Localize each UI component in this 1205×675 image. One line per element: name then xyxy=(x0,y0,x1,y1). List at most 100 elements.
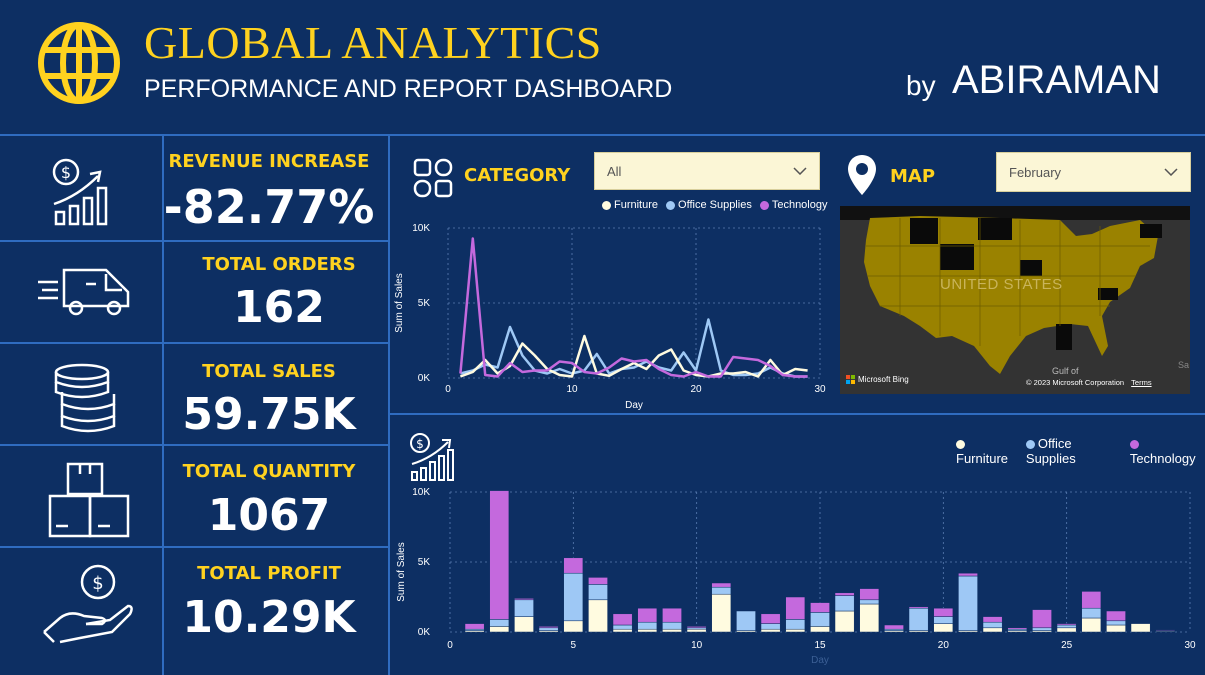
x-tick-label: 10 xyxy=(566,384,578,395)
legend-furniture: Furniture xyxy=(602,199,658,211)
map-view[interactable]: UNITED STATES Gulf of Sa Microsoft Bing … xyxy=(840,206,1190,394)
bar-segment-furniture[interactable] xyxy=(612,628,633,633)
bar-segment-technology[interactable] xyxy=(514,598,534,601)
legend-technology: Technology xyxy=(759,199,828,211)
bar-segment-technology[interactable] xyxy=(1106,610,1126,622)
bar-segment-office-supplies[interactable] xyxy=(760,623,781,630)
bar-segment-technology[interactable] xyxy=(662,607,682,623)
bar-segment-furniture[interactable] xyxy=(982,627,1003,633)
bar-segment-technology[interactable] xyxy=(982,616,1003,623)
svg-text:$: $ xyxy=(416,437,424,451)
bar-segment-technology[interactable] xyxy=(958,572,978,577)
bar-segment-technology[interactable] xyxy=(1007,627,1028,630)
month-dropdown[interactable]: February xyxy=(996,152,1191,192)
category-dropdown[interactable]: All xyxy=(594,152,820,190)
bar-segment-furniture[interactable] xyxy=(514,616,534,633)
x-axis-label: Day xyxy=(811,655,829,666)
bar-segment-furniture[interactable] xyxy=(1081,617,1102,633)
bar-segment-technology[interactable] xyxy=(760,613,781,624)
y-axis-label: Sum of Sales xyxy=(394,273,405,332)
legend-label: Furniture xyxy=(956,451,1009,466)
svg-text:$: $ xyxy=(92,573,103,594)
bar-segment-office-supplies[interactable] xyxy=(958,575,978,631)
bar-segment-furniture[interactable] xyxy=(637,628,658,633)
bar-segment-technology[interactable] xyxy=(859,588,880,601)
y-axis-label: Sum of Sales xyxy=(396,542,407,601)
bar-segment-furniture[interactable] xyxy=(933,623,954,633)
legend-label: Technology xyxy=(771,199,828,211)
bar-segment-office-supplies[interactable] xyxy=(908,607,929,631)
bar-segment-technology[interactable] xyxy=(1032,609,1052,629)
sales-chart-icon: $ xyxy=(410,433,454,481)
microsoft-logo-icon xyxy=(846,375,855,384)
bar-segment-office-supplies[interactable] xyxy=(834,595,855,612)
us-map-shape xyxy=(840,206,1190,394)
bar-segment-furniture[interactable] xyxy=(1106,624,1126,633)
bar-chart: 0K 5K 10K 0 5 10 15 20 25 30 Day Sum of Sales xyxy=(396,487,1196,666)
line-chart-legend: Furniture Office Supplies Technology xyxy=(602,199,827,211)
bar-segment-office-supplies[interactable] xyxy=(637,621,658,630)
bar-segment-office-supplies[interactable] xyxy=(810,612,830,627)
bar-segment-furniture[interactable] xyxy=(686,628,707,633)
bar-segment-furniture[interactable] xyxy=(662,628,682,633)
bar-segment-office-supplies[interactable] xyxy=(736,610,756,631)
divider xyxy=(0,342,390,344)
kpi-total-orders-value: 162 xyxy=(233,282,325,333)
bar-segment-technology[interactable] xyxy=(686,626,707,629)
bar-segment-office-supplies[interactable] xyxy=(563,572,584,622)
bar-segment-furniture[interactable] xyxy=(760,628,781,633)
bar-segment-furniture[interactable] xyxy=(859,603,880,633)
bar-segment-office-supplies[interactable] xyxy=(489,619,510,627)
bar-segment-technology[interactable] xyxy=(785,596,806,620)
bar-segment-technology[interactable] xyxy=(563,557,584,574)
bar-segment-office-supplies[interactable] xyxy=(982,621,1003,629)
bar-segment-technology[interactable] xyxy=(464,623,485,630)
map-sa-label: Sa xyxy=(1178,360,1190,370)
bar-segment-office-supplies[interactable] xyxy=(612,624,633,630)
bar-segment-technology[interactable] xyxy=(711,582,732,588)
x-tick-label: 20 xyxy=(938,640,950,651)
bar-segment-furniture[interactable] xyxy=(785,628,806,633)
bar-segment-furniture[interactable] xyxy=(1130,623,1151,633)
bar-segment-office-supplies[interactable] xyxy=(859,599,880,605)
bar-segment-furniture[interactable] xyxy=(711,593,732,633)
boxes-icon xyxy=(48,462,130,538)
bar-segment-technology[interactable] xyxy=(1155,629,1176,631)
bar-segment-office-supplies[interactable] xyxy=(785,619,806,630)
bar-segment-technology[interactable] xyxy=(538,626,559,629)
bar-segment-technology[interactable] xyxy=(884,624,904,630)
bar-segment-office-supplies[interactable] xyxy=(1106,620,1126,626)
bar-segment-technology[interactable] xyxy=(588,577,608,585)
bar-segment-office-supplies[interactable] xyxy=(1081,607,1102,619)
bar-segment-technology[interactable] xyxy=(908,606,929,609)
series-line-office-supplies xyxy=(460,318,808,378)
line-chart: 0K 5K 10K 0 10 20 30 Day Sum of Sales xyxy=(394,223,826,411)
bar-segment-furniture[interactable] xyxy=(563,620,584,633)
bar-segment-technology[interactable] xyxy=(612,613,633,626)
legend-furniture: Furniture xyxy=(956,436,1018,466)
bar-segment-office-supplies[interactable] xyxy=(933,616,954,624)
bar-segment-furniture[interactable] xyxy=(810,626,830,633)
bar-segment-technology[interactable] xyxy=(1081,591,1102,609)
bar-segment-technology[interactable] xyxy=(810,602,830,613)
bar-segment-furniture[interactable] xyxy=(588,599,608,633)
hand-money-icon: $ xyxy=(43,564,133,644)
y-tick-label: 10K xyxy=(412,487,430,498)
bar-segment-furniture[interactable] xyxy=(489,626,510,633)
bar-segment-office-supplies[interactable] xyxy=(1032,627,1052,631)
bar-segment-technology[interactable] xyxy=(489,490,510,620)
bar-segment-office-supplies[interactable] xyxy=(662,621,682,630)
bar-segment-technology[interactable] xyxy=(933,607,954,617)
bar-segment-furniture[interactable] xyxy=(1056,627,1077,633)
bar-segment-office-supplies[interactable] xyxy=(538,627,559,631)
bar-segment-office-supplies[interactable] xyxy=(1056,624,1077,629)
bar-segment-office-supplies[interactable] xyxy=(711,586,732,595)
delivery-van-icon xyxy=(38,268,130,316)
terms-link[interactable]: Terms xyxy=(1131,378,1152,387)
bar-segment-technology[interactable] xyxy=(834,592,855,596)
bar-segment-office-supplies[interactable] xyxy=(588,584,608,601)
bar-segment-technology[interactable] xyxy=(1056,623,1077,626)
bar-segment-office-supplies[interactable] xyxy=(514,599,534,617)
bar-segment-technology[interactable] xyxy=(637,607,658,623)
bar-segment-furniture[interactable] xyxy=(834,610,855,633)
